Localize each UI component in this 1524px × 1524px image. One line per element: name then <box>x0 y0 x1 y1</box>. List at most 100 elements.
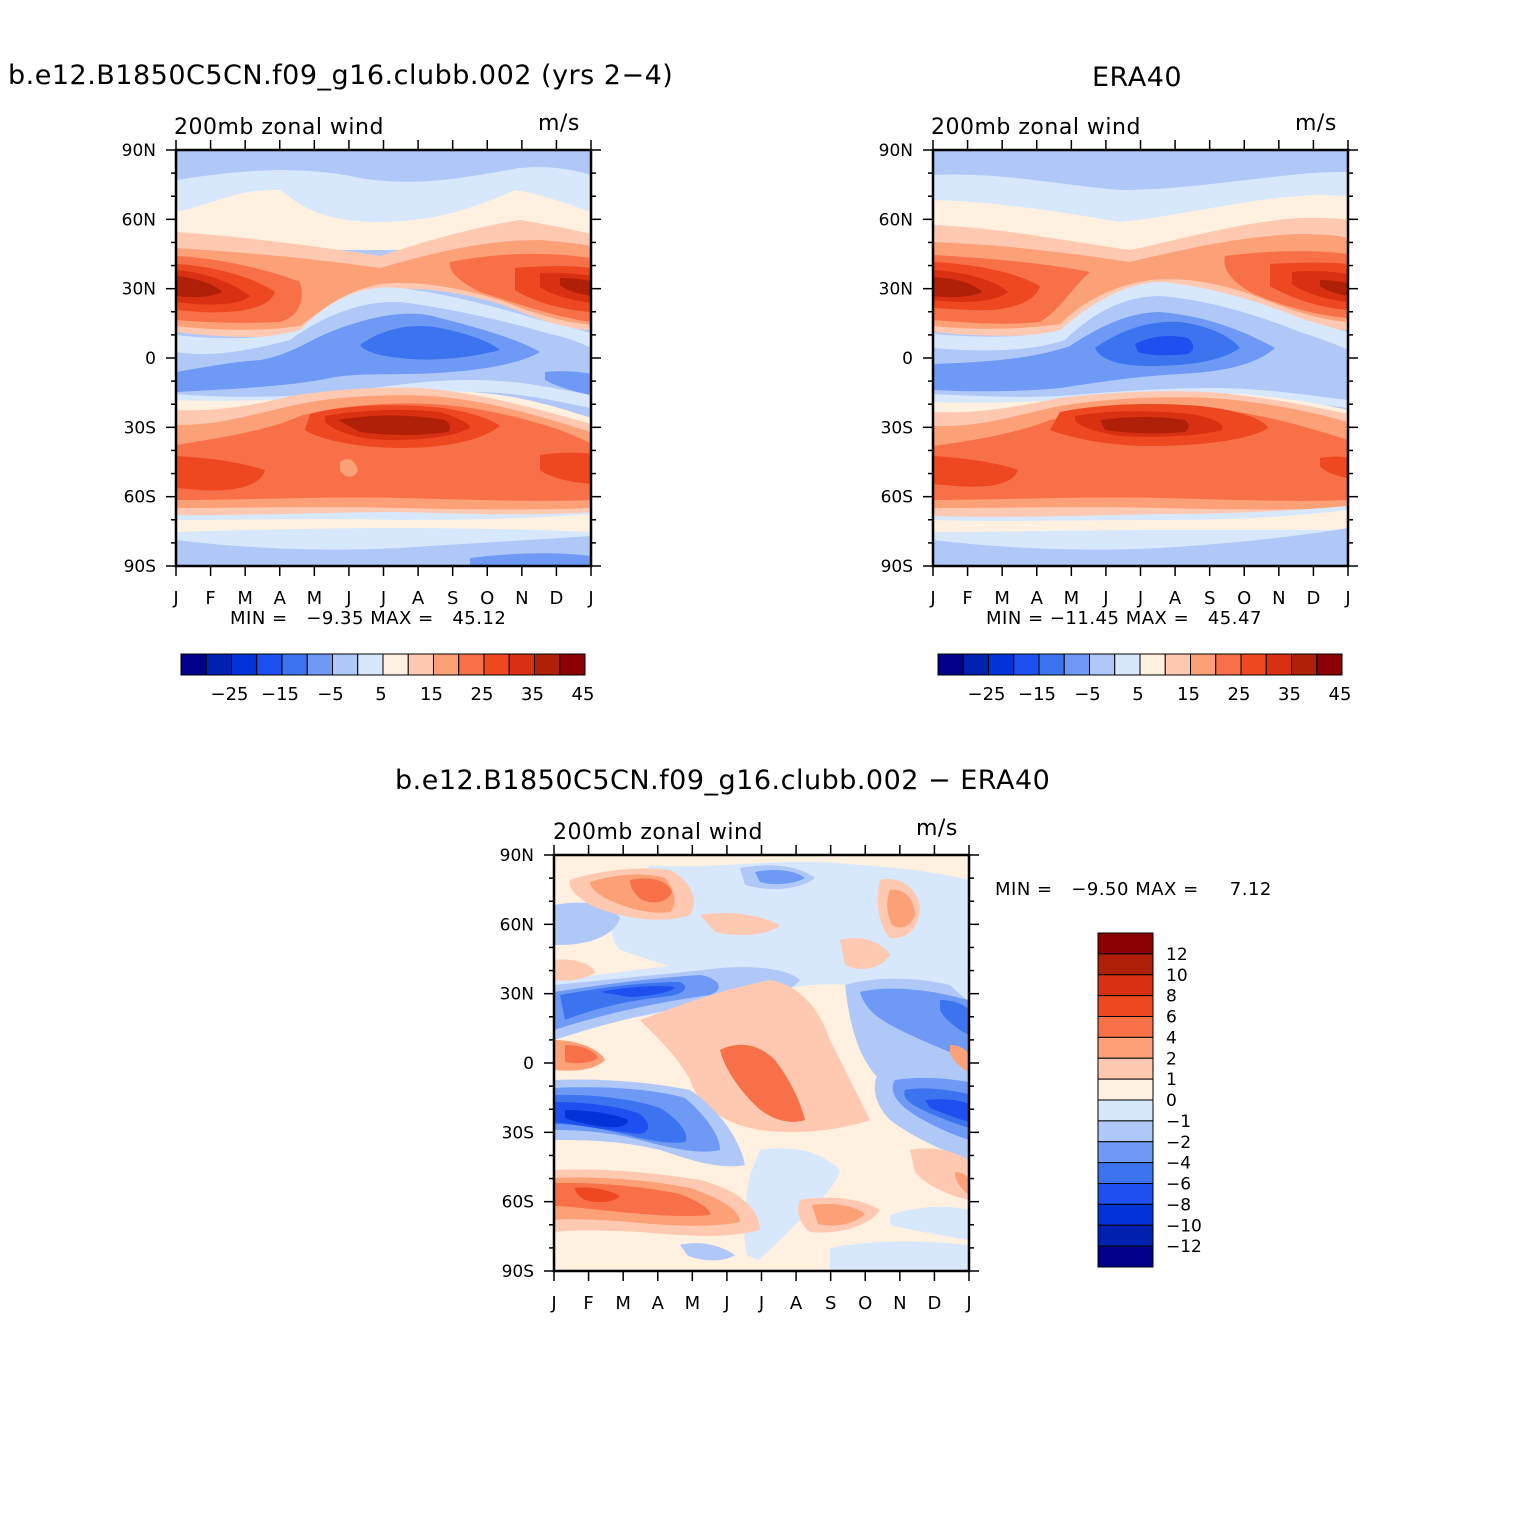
panel2-stats: MIN = −11.45 MAX = 45.47 <box>986 608 1262 629</box>
x-tick-label: S <box>1204 588 1215 609</box>
colorbar-label: 6 <box>1166 1008 1177 1028</box>
y-tick-label: 30S <box>124 418 156 438</box>
field-band <box>1135 336 1194 356</box>
field-band <box>1292 271 1348 302</box>
field-band <box>950 1045 969 1072</box>
colorbar-label: −25 <box>211 684 249 705</box>
x-tick-label: A <box>790 1293 803 1314</box>
colorbar-box <box>1097 995 1154 1017</box>
x-tick-label: J <box>1137 588 1143 609</box>
colorbar-box <box>1265 653 1292 676</box>
field-band <box>840 938 890 969</box>
colorbar-box <box>1097 1120 1154 1143</box>
field-band <box>910 1148 969 1200</box>
x-tick-label: M <box>994 588 1010 609</box>
y-tick-label: 60N <box>122 210 156 230</box>
y-tick-label: 90S <box>124 557 156 577</box>
field-band <box>176 276 222 298</box>
colorbar-box <box>1097 1057 1154 1080</box>
x-tick-label: N <box>893 1293 906 1314</box>
field-band <box>554 902 620 945</box>
colorbar-box <box>1291 653 1318 676</box>
colorbar-box <box>231 653 258 676</box>
colorbar-box <box>281 653 308 676</box>
field-band <box>554 959 595 981</box>
x-tick-label: A <box>1031 588 1044 609</box>
x-tick-label: D <box>927 1293 941 1314</box>
colorbar-box <box>1097 1036 1154 1059</box>
panel1-stats: MIN = −9.35 MAX = 45.12 <box>230 608 506 629</box>
colorbar-box <box>1097 932 1154 955</box>
colorbar-box <box>1097 1224 1154 1247</box>
field-band <box>545 371 591 395</box>
colorbar-box <box>483 653 510 676</box>
x-tick-label: N <box>515 588 528 609</box>
x-tick-label: J <box>758 1293 764 1314</box>
panel2-left-subtitle: 200mb zonal wind <box>931 115 1141 140</box>
colorbar-label: 10 <box>1166 966 1188 986</box>
colorbar-label: −5 <box>317 684 344 705</box>
x-tick-label: F <box>205 588 215 609</box>
x-tick-label: O <box>1237 588 1251 609</box>
colorbar-box <box>306 653 333 676</box>
colorbar-box <box>382 653 409 676</box>
colorbar-box <box>1097 953 1154 976</box>
field-band <box>1100 417 1189 434</box>
panel3-stats: MIN = −9.50 MAX = 7.12 <box>995 879 1272 900</box>
field-band <box>925 1099 969 1122</box>
x-tick-label: J <box>550 1293 556 1314</box>
colorbar-label: 25 <box>1228 684 1251 705</box>
field-band <box>700 913 780 936</box>
y-tick-label: 60N <box>879 210 913 230</box>
x-tick-label: S <box>825 1293 836 1314</box>
y-tick-label: 60S <box>124 488 156 508</box>
panel1-max-label: MAX = <box>370 608 434 629</box>
x-tick-label: M <box>307 588 323 609</box>
colorbar-label: −15 <box>261 684 299 705</box>
colorbar-label: −1 <box>1166 1112 1191 1132</box>
colorbar-label: 15 <box>1177 684 1200 705</box>
colorbars: −25 −15 −5 5 15 25 35 45 −25 −15 −5 5 15 25 35 45121086… <box>180 653 1352 1268</box>
colorbar-label: 45 <box>1329 684 1352 705</box>
x-tick-label: J <box>587 588 593 609</box>
colorbar-label: 15 <box>420 684 443 705</box>
field-band <box>933 277 982 298</box>
colorbar-box <box>1097 1141 1154 1164</box>
x-tick-label: A <box>412 588 425 609</box>
colorbar-label: 35 <box>521 684 544 705</box>
colorbar-label: −25 <box>968 684 1006 705</box>
field-band <box>940 1000 969 1035</box>
colorbar-label: 2 <box>1166 1049 1177 1069</box>
panel1-min-value: −9.35 <box>306 608 364 629</box>
panel1-units: m/s <box>538 111 580 136</box>
colorbar-box <box>1139 653 1166 676</box>
field-band <box>812 1204 865 1226</box>
y-tick-label: 60N <box>500 915 534 935</box>
colorbar-box <box>357 653 384 676</box>
colorbar-box <box>1097 1245 1154 1268</box>
colorbar-label: 45 <box>572 684 595 705</box>
colorbar-box <box>180 653 207 676</box>
colorbar-box <box>962 653 989 676</box>
field-band <box>540 452 591 484</box>
colorbar-box <box>1316 653 1343 676</box>
x-tick-label: J <box>929 588 935 609</box>
colorbar-label: −2 <box>1166 1133 1191 1153</box>
colorbar-box <box>1038 653 1065 676</box>
panel2-contour-field <box>933 150 1348 566</box>
colorbar-label: −15 <box>1018 684 1056 705</box>
x-tick-label: J <box>723 1293 729 1314</box>
colorbar-box <box>559 653 586 676</box>
x-tick-label: J <box>380 588 386 609</box>
colorbar-box <box>937 653 964 676</box>
field-band <box>176 456 265 491</box>
colorbar-label: 25 <box>471 684 494 705</box>
field-band <box>560 278 591 296</box>
colorbar-label: −6 <box>1166 1175 1191 1195</box>
panel2-colorbar: −25 −15 −5 5 15 25 35 45 <box>937 653 1352 705</box>
y-tick-label: 90N <box>500 846 534 866</box>
panel2-max-label: MAX = <box>1125 608 1190 629</box>
colorbar-box <box>988 653 1015 676</box>
